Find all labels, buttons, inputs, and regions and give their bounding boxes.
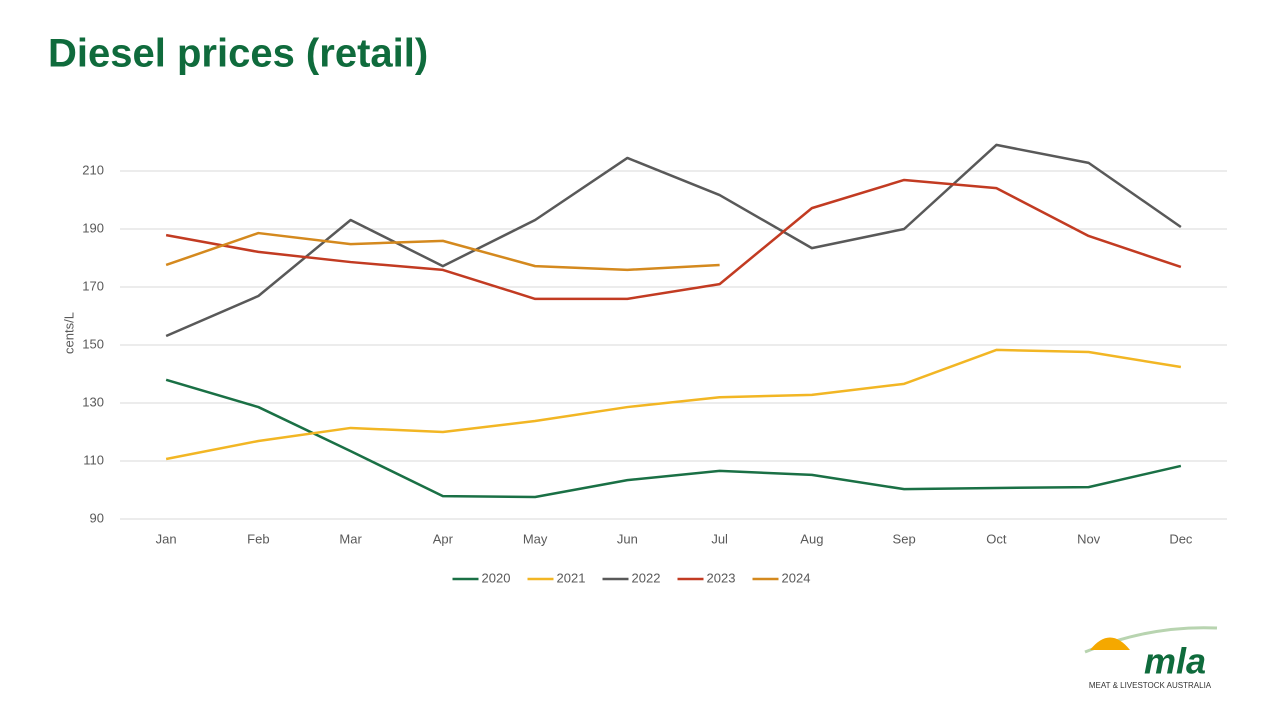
x-tick-label: Feb: [247, 531, 269, 546]
x-tick-label: Dec: [1169, 531, 1193, 546]
legend-label: 2023: [707, 570, 736, 585]
x-tick-label: Apr: [433, 531, 454, 546]
x-tick-label: Jan: [156, 531, 177, 546]
y-tick-label: 170: [82, 278, 104, 293]
series-line: [165, 378, 1182, 499]
x-tick-label: Jul: [711, 531, 728, 546]
series-line: [165, 231, 720, 272]
series-line: [165, 178, 1182, 301]
legend-label: 2024: [782, 570, 811, 585]
y-tick-label: 150: [82, 336, 104, 351]
x-tick-label: Oct: [986, 531, 1007, 546]
logo-tagline: MEAT & LIVESTOCK AUSTRALIA: [1089, 681, 1212, 690]
x-tick-label: Nov: [1077, 531, 1101, 546]
y-tick-label: 110: [83, 452, 104, 467]
series-line: [165, 143, 1182, 338]
x-tick-label: Sep: [893, 531, 916, 546]
legend-label: 2022: [632, 570, 661, 585]
logo: mla MEAT & LIVESTOCK AUSTRALIA: [1084, 626, 1218, 690]
logo-text: mla: [1144, 641, 1206, 682]
y-tick-label: 190: [82, 220, 104, 235]
logo-sun: [1090, 637, 1130, 650]
y-tick-label: 210: [82, 162, 104, 177]
legend-label: 2020: [482, 570, 511, 585]
chart-title: Diesel prices (retail): [48, 32, 428, 76]
y-axis-label: cents/L: [61, 312, 76, 354]
x-tick-label: Jun: [617, 531, 638, 546]
y-tick-label: 130: [82, 394, 104, 409]
y-tick-label: 90: [90, 510, 104, 525]
x-tick-label: Mar: [339, 531, 362, 546]
legend-label: 2021: [557, 570, 586, 585]
series-line: [165, 348, 1182, 461]
x-tick-label: May: [523, 531, 548, 546]
x-tick-label: Aug: [800, 531, 823, 546]
